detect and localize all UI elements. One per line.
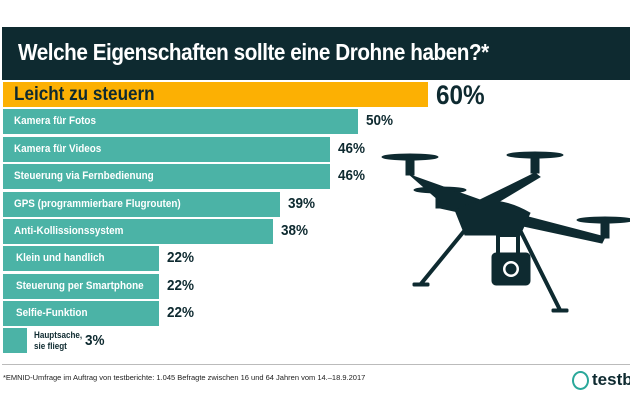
chart-title: Welche Eigenschaften sollte eine Drohne … [18,39,489,65]
bar-label: Steuerung per Smartphone [16,280,144,292]
bar [3,137,330,162]
bar [3,328,27,353]
bar-label: Kamera für Fotos [14,115,96,127]
bar-label: Leicht zu steuern [14,84,155,105]
bar [3,109,358,134]
bar [3,246,160,271]
value-label: 60% [436,80,485,110]
drone-illustration [381,151,630,313]
bar [3,219,273,244]
testberichte-logo: testbe [572,370,630,391]
value-label: 46% [337,167,365,184]
logo-circle-icon [572,371,589,391]
bar-label: Anti-Kollissionssystem [14,225,124,237]
bar [3,192,280,217]
bar [3,164,330,189]
bar [3,301,160,326]
footer-divider [2,364,630,365]
value-label: 3% [85,332,105,349]
title-bar: Welche Eigenschaften sollte eine Drohne … [2,27,630,80]
value-label: 22% [167,277,195,294]
value-label: 38% [280,222,308,239]
bar-label: Klein und handlich [16,252,105,264]
value-label: 22% [167,304,195,321]
bar-label: Kamera für Videos [14,143,102,155]
bar-label: Steuerung via Fernbedienung [14,170,154,182]
bar-label: Selfie-Funktion [16,307,88,319]
bar-label: GPS (programmierbare Flugrouten) [14,198,181,210]
value-label: 46% [337,140,365,157]
value-label: 22% [167,249,195,266]
value-label: 39% [287,195,315,212]
footnote: *EMNID-Umfrage im Auftrag von testberich… [3,373,366,382]
bar-label: Hauptsache, sie fliegt [34,330,83,351]
logo-text: testbe [592,370,630,389]
bar [3,274,160,299]
bar [3,82,428,107]
value-label: 50% [366,112,394,129]
